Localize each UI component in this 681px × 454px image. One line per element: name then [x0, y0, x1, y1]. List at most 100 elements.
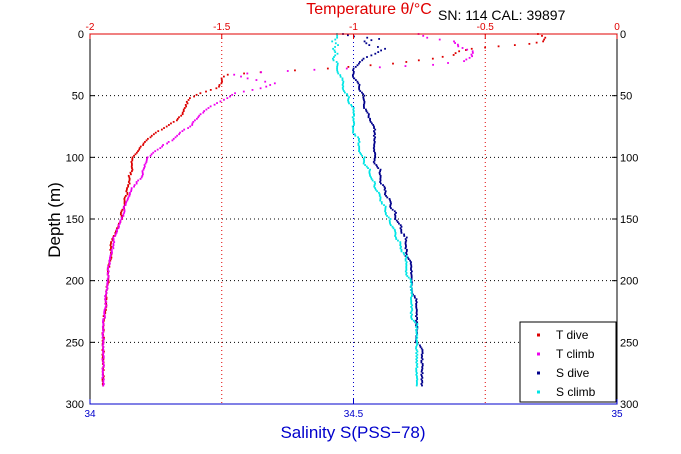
data-point — [199, 92, 202, 95]
data-point — [352, 110, 355, 112]
data-point — [181, 113, 184, 116]
data-point — [411, 287, 413, 290]
data-point — [102, 349, 105, 351]
data-point — [363, 100, 366, 103]
data-point — [457, 45, 460, 48]
data-point — [101, 383, 104, 385]
data-point — [456, 43, 459, 46]
data-point — [331, 57, 334, 60]
data-point — [379, 181, 381, 183]
salinity-tick-label: 34 — [84, 409, 96, 420]
data-point — [404, 242, 407, 245]
data-point — [226, 73, 229, 76]
data-point — [377, 46, 379, 48]
data-point — [454, 42, 457, 44]
data-point — [373, 148, 376, 151]
data-point — [415, 347, 417, 350]
data-point — [416, 375, 418, 378]
data-point — [421, 367, 424, 370]
data-point — [404, 247, 407, 250]
data-point — [102, 355, 105, 358]
data-point — [166, 142, 169, 145]
data-point — [410, 276, 413, 279]
data-point — [345, 67, 348, 70]
data-point — [152, 151, 155, 154]
data-point — [409, 312, 412, 314]
data-point — [421, 352, 424, 355]
data-point — [184, 104, 187, 106]
data-point — [229, 95, 231, 98]
data-point — [374, 151, 376, 154]
data-point — [110, 241, 112, 244]
data-point — [373, 181, 376, 183]
data-point — [373, 141, 376, 143]
data-point — [105, 302, 108, 305]
data-point — [353, 124, 355, 126]
data-point — [168, 124, 170, 126]
data-point — [130, 170, 133, 173]
data-point — [353, 122, 356, 125]
data-point — [348, 96, 350, 99]
data-point — [420, 361, 423, 364]
data-point — [113, 241, 116, 244]
data-point — [110, 252, 112, 254]
data-point — [410, 299, 413, 302]
data-point — [373, 137, 376, 140]
data-point — [353, 114, 355, 117]
data-point — [108, 265, 111, 268]
data-point — [352, 120, 355, 123]
data-point — [373, 159, 376, 162]
data-point — [122, 207, 125, 210]
data-point — [265, 85, 268, 88]
data-point — [410, 296, 412, 299]
data-point — [189, 125, 192, 128]
data-point — [336, 36, 339, 39]
data-point — [273, 82, 276, 85]
data-point — [542, 40, 545, 43]
data-point — [405, 245, 407, 248]
data-point — [108, 261, 111, 264]
data-point — [399, 227, 402, 230]
data-point — [111, 252, 113, 254]
data-point — [226, 97, 229, 100]
data-point — [109, 244, 112, 247]
data-point — [410, 264, 413, 267]
data-point — [394, 218, 397, 220]
data-point — [102, 375, 105, 378]
data-point — [119, 219, 122, 222]
data-point — [432, 63, 434, 66]
data-point — [133, 185, 135, 188]
data-point — [234, 92, 236, 95]
series-s-climb — [331, 33, 419, 387]
data-point — [335, 61, 338, 63]
data-point — [391, 208, 394, 211]
data-point — [129, 171, 132, 174]
data-point — [383, 204, 385, 207]
data-point — [362, 93, 364, 96]
data-point — [354, 79, 357, 81]
data-point — [373, 131, 376, 134]
data-point — [374, 153, 377, 156]
data-point — [352, 108, 355, 111]
data-point — [126, 198, 129, 200]
data-point — [167, 141, 170, 143]
data-point — [416, 336, 419, 339]
data-point — [366, 111, 369, 114]
data-point — [410, 305, 413, 308]
data-point — [109, 259, 112, 262]
data-point — [379, 168, 382, 171]
data-point — [416, 366, 419, 368]
data-point — [410, 265, 413, 268]
data-point — [143, 165, 146, 168]
data-point — [213, 103, 216, 106]
data-point — [378, 38, 381, 40]
data-point — [347, 34, 349, 37]
data-point — [363, 99, 365, 102]
data-point — [400, 250, 403, 253]
data-point — [160, 128, 163, 131]
data-point — [394, 230, 397, 233]
data-point — [361, 154, 363, 157]
data-point — [389, 218, 392, 220]
data-point — [326, 67, 329, 70]
data-point — [101, 332, 104, 334]
